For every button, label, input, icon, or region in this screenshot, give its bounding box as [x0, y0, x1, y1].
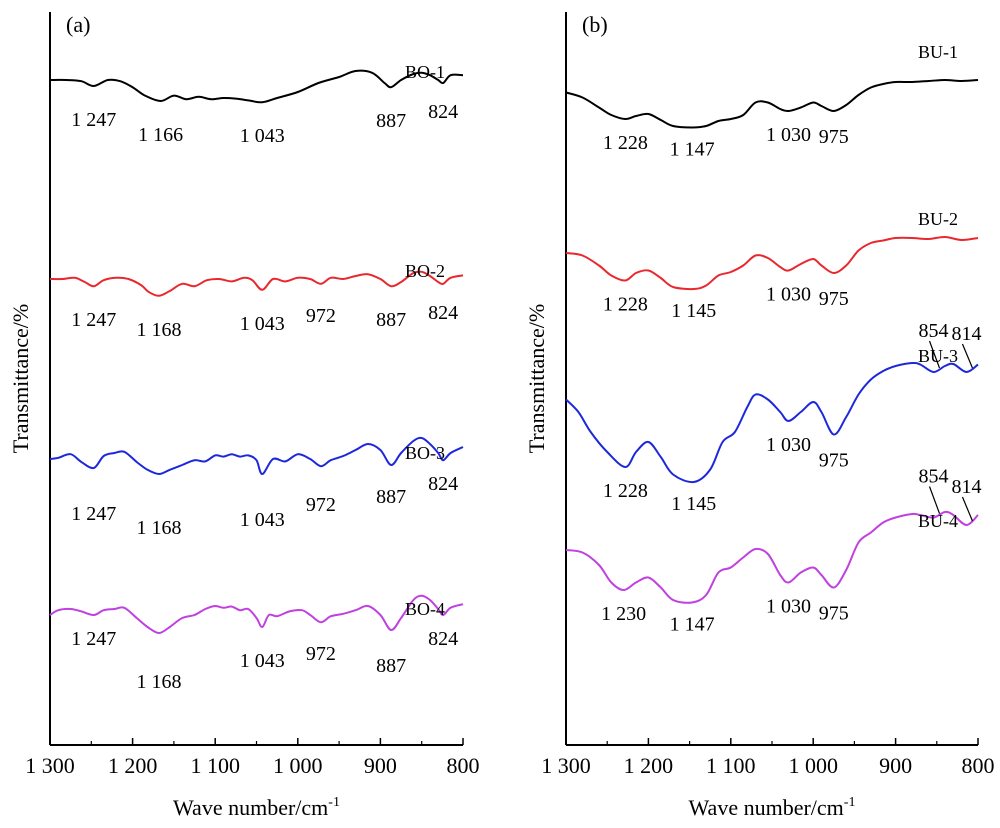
- peak-label: 975: [819, 603, 849, 625]
- peak-label: 1 030: [766, 284, 811, 306]
- peak-label: 975: [819, 126, 849, 148]
- series-line-bu-3: [565, 361, 979, 484]
- series-line-bo-1: [49, 69, 464, 104]
- x-axis-label: Wave number/cm-1: [173, 795, 340, 820]
- peak-label: 1 043: [240, 313, 285, 335]
- series-name-label: BO-2: [405, 261, 445, 281]
- peak-label: 824: [428, 101, 458, 123]
- series-name-label: BU-4: [918, 511, 958, 531]
- series-line-bu-2: [565, 235, 979, 291]
- series-name-label: BO-4: [405, 599, 445, 619]
- panel-label: (b): [582, 12, 608, 37]
- peak-label: 887: [376, 110, 406, 132]
- peak-label: 1 228: [603, 480, 648, 502]
- peak-label: 1 168: [137, 517, 182, 539]
- x-tick-label: 900: [879, 753, 912, 778]
- x-tick-label: 1 300: [25, 753, 75, 778]
- series-name-label: BO-3: [405, 443, 445, 463]
- peak-label: 972: [306, 494, 336, 516]
- peak-label: 972: [306, 305, 336, 327]
- peak-label: 1 147: [670, 139, 715, 161]
- peak-label: 1 166: [138, 124, 183, 146]
- peak-label: 1 168: [137, 671, 182, 693]
- peak-label: 1 168: [137, 319, 182, 341]
- peak-label: 1 145: [671, 493, 716, 515]
- peak-leader-line: [928, 340, 941, 369]
- peak-label: 1 030: [766, 124, 811, 146]
- peak-label: 1 147: [670, 614, 715, 636]
- peak-label: 814: [951, 476, 981, 498]
- x-tick-label: 1 100: [190, 753, 240, 778]
- series-name-label: BU-3: [918, 346, 958, 366]
- series-name-label: BO-1: [405, 62, 445, 82]
- series-line-bu-4: [565, 510, 979, 604]
- series-line-bu-1: [565, 78, 979, 129]
- peak-label: 814: [951, 323, 981, 345]
- peak-label: 1 230: [601, 603, 646, 625]
- x-tick-label: 1 200: [624, 753, 674, 778]
- x-axis-label: Wave number/cm-1: [689, 795, 856, 820]
- peak-label: 1 043: [240, 650, 285, 672]
- series-line-bo-4: [49, 594, 464, 635]
- panel-label: (a): [66, 12, 90, 37]
- peak-label: 1 043: [240, 125, 285, 147]
- peak-label: 887: [376, 486, 406, 508]
- x-tick-label: 1 200: [108, 753, 158, 778]
- peak-label: 854: [919, 466, 949, 488]
- peak-leader-line: [928, 486, 941, 514]
- x-tick-label: 800: [447, 753, 480, 778]
- peak-label: 1 030: [766, 596, 811, 618]
- peak-label: 975: [819, 450, 849, 472]
- series-line-bo-3: [49, 436, 464, 476]
- peak-leader-line: [961, 343, 974, 369]
- peak-label: 1 145: [671, 300, 716, 322]
- series-line-bo-2: [49, 270, 464, 297]
- peak-label: 887: [376, 309, 406, 331]
- panel-a-chart: 1 300 1 200 1 100 1 000 900 800 Wave number/cm…: [8, 12, 480, 820]
- peak-label: 887: [376, 655, 406, 677]
- peak-label: 975: [819, 288, 849, 310]
- x-tick-label: 1 100: [706, 753, 756, 778]
- x-tick-label: 800: [962, 753, 995, 778]
- peak-label: 1 247: [71, 309, 116, 331]
- peak-label: 1 043: [240, 509, 285, 531]
- y-axis-label: Transmittance/%: [8, 304, 33, 454]
- x-tick-label: 900: [364, 753, 397, 778]
- peak-label: 1 228: [603, 294, 648, 316]
- peak-label: 1 247: [71, 109, 116, 131]
- x-tick-label: 1 000: [273, 753, 323, 778]
- x-tick-label: 1 300: [541, 753, 591, 778]
- peak-label: 824: [428, 302, 458, 324]
- peak-label: 824: [428, 628, 458, 650]
- series-name-label: BU-2: [918, 209, 958, 229]
- panel-b-chart: 1 300 1 200 1 100 1 000 900 800 Wave number/cm…: [524, 12, 995, 820]
- peak-label: 1 030: [766, 434, 811, 456]
- peak-label: 972: [306, 643, 336, 665]
- peak-label: 854: [919, 320, 949, 342]
- series-name-label: BU-1: [918, 42, 958, 62]
- peak-label: 1 247: [71, 628, 116, 650]
- peak-label: 824: [428, 473, 458, 495]
- peak-label: 1 228: [603, 132, 648, 154]
- x-tick-label: 1 000: [788, 753, 838, 778]
- peak-label: 1 247: [71, 503, 116, 525]
- y-axis-label: Transmittance/%: [524, 304, 549, 454]
- peak-leader-line: [961, 496, 974, 522]
